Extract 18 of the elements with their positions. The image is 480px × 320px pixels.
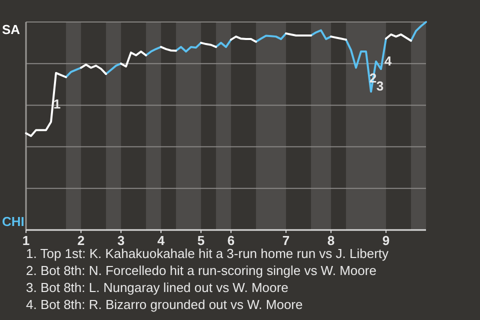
- text: CHI: [2, 214, 24, 229]
- text: 1. Top 1st: K. Kahakuokahale hit a 3-run home run vs J. Liberty: [26, 246, 390, 261]
- x-tick-label: 8: [327, 233, 335, 248]
- x-tick-label: 4: [157, 233, 166, 248]
- x-tick-label: 7: [282, 233, 290, 248]
- text: 4. Bot 8th: R. Bizarro grounded out vs W. Moore: [26, 297, 303, 312]
- text: 2. Bot 8th: N. Forcelledo hit a run-scoring single vs W. Moore: [26, 263, 376, 278]
- x-tick-label: 9: [382, 233, 390, 248]
- text: SA: [2, 22, 21, 37]
- x-tick-label: 2: [77, 233, 85, 248]
- text: 3. Bot 8th: L. Nungaray lined out vs W. Moore: [26, 280, 288, 295]
- x-tick-label: 1: [22, 233, 30, 248]
- x-tick-label: 5: [197, 233, 205, 248]
- annotation: 1: [53, 96, 61, 112]
- annotation: 4: [384, 54, 392, 68]
- x-tick-label: 3: [117, 233, 125, 248]
- annotation: 3: [376, 78, 384, 94]
- x-tick-label: 6: [227, 233, 235, 248]
